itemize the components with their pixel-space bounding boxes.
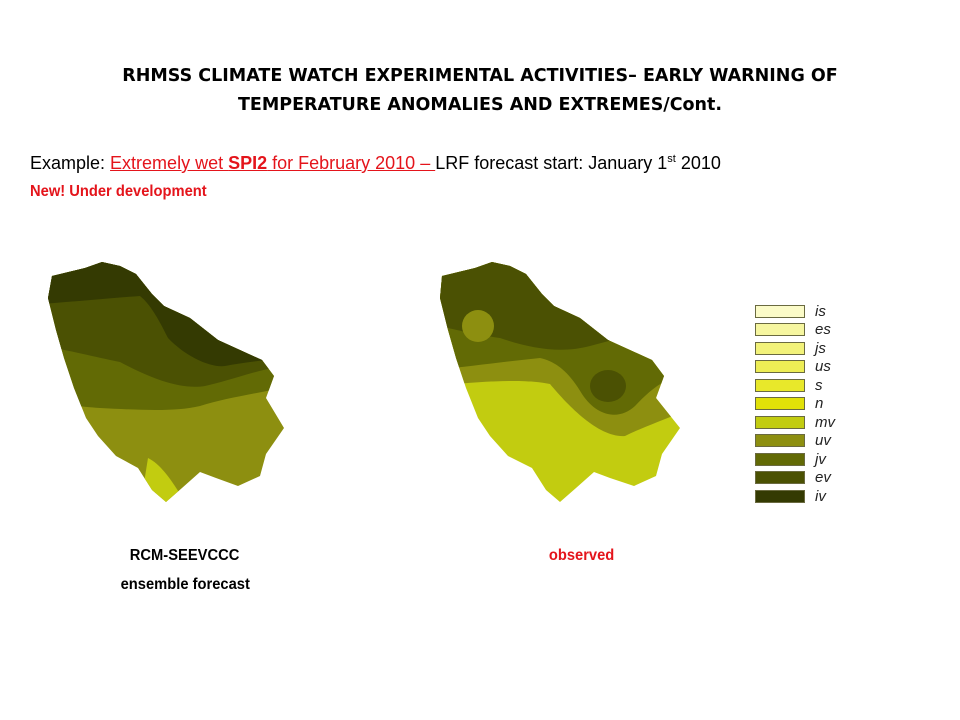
legend-label-iv: iv: [815, 487, 826, 505]
observed-spot-ev: [590, 370, 626, 402]
legend-swatch-s: [755, 378, 805, 392]
legend-swatch-js: [755, 341, 805, 355]
development-note: New! Under development: [30, 183, 207, 200]
forecast-map: [48, 262, 284, 502]
legend-label-uv: uv: [815, 432, 831, 450]
title-line-1: RHMSS CLIMATE WATCH EXPERIMENTAL ACTIVIT…: [122, 66, 838, 86]
legend-label-ev: ev: [815, 469, 831, 487]
forecast-label-line-2: ensemble forecast: [120, 576, 250, 593]
legend-row-js: js: [755, 339, 835, 358]
legend-row-ev: ev: [755, 469, 835, 488]
forecast-label-line-1: RCM-SEEVCCC: [129, 547, 240, 564]
legend-swatch-us: [755, 360, 805, 374]
observed-map: [440, 262, 680, 502]
legend-row-jv: jv: [755, 450, 835, 469]
legend-swatch-mv: [755, 415, 805, 429]
observed-label: observed: [548, 547, 615, 564]
legend-label-us: us: [815, 358, 831, 376]
example-red-2: for February 2010 –: [267, 153, 436, 173]
legend-row-uv: uv: [755, 432, 835, 451]
slide-title: RHMSS CLIMATE WATCH EXPERIMENTAL ACTIVIT…: [0, 62, 960, 120]
legend-swatch-n: [755, 397, 805, 411]
legend-swatch-ev: [755, 471, 805, 485]
legend-label-jv: jv: [815, 450, 826, 468]
legend-row-mv: mv: [755, 413, 835, 432]
legend-swatch-is: [755, 304, 805, 318]
example-red-bold: SPI2: [228, 153, 268, 173]
legend-row-s: s: [755, 376, 835, 395]
legend-label-n: n: [815, 395, 824, 413]
legend-row-es: es: [755, 321, 835, 340]
example-year: 2010: [675, 153, 721, 173]
legend-label-mv: mv: [815, 413, 835, 431]
example-prefix: Example:: [30, 153, 111, 173]
legend-swatch-jv: [755, 452, 805, 466]
legend-label-s: s: [815, 376, 823, 394]
example-sup: st: [667, 153, 676, 165]
legend-label-es: es: [815, 321, 831, 339]
map-legend: is es js us s n mv uv jv ev iv: [755, 302, 835, 506]
legend-row-us: us: [755, 358, 835, 377]
example-highlight: Extremely wet SPI2 for February 2010 –: [110, 153, 435, 173]
legend-swatch-es: [755, 323, 805, 337]
legend-label-js: js: [815, 339, 826, 357]
title-line-2: TEMPERATURE ANOMALIES AND EXTREMES/Cont.: [237, 95, 723, 115]
example-red-1: Extremely wet: [110, 153, 229, 173]
legend-row-iv: iv: [755, 487, 835, 506]
legend-label-is: is: [815, 302, 826, 320]
legend-swatch-uv: [755, 434, 805, 448]
example-suffix: LRF forecast start: January 1: [435, 153, 668, 173]
legend-swatch-iv: [755, 489, 805, 503]
example-line: Example: Extremely wet SPI2 for February…: [30, 153, 721, 174]
legend-row-n: n: [755, 395, 835, 414]
legend-row-is: is: [755, 302, 835, 321]
observed-spot-uv: [462, 310, 494, 342]
